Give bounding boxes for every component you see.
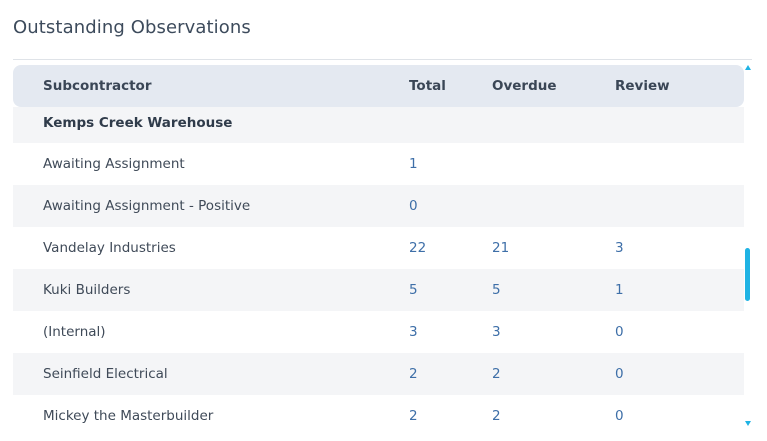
- table-row[interactable]: Kuki Builders 5 5 1: [13, 269, 744, 311]
- table-header: Subcontractor Total Overdue Review: [13, 65, 744, 107]
- overdue-count[interactable]: 5: [492, 282, 501, 298]
- table-row[interactable]: Mickey the Masterbuilder 2 2 0: [13, 395, 744, 437]
- total-count[interactable]: 5: [409, 282, 418, 298]
- table-row[interactable]: Seinfield Electrical 2 2 0: [13, 353, 744, 395]
- panel-title: Outstanding Observations: [13, 17, 251, 38]
- overdue-count[interactable]: 21: [492, 240, 510, 256]
- table-row[interactable]: (Internal) 3 3 0: [13, 311, 744, 353]
- table-scrollbar[interactable]: [744, 65, 752, 426]
- total-count[interactable]: 3: [409, 324, 418, 340]
- scroll-up-arrow-icon[interactable]: [745, 65, 751, 70]
- group-row: Kemps Creek Warehouse: [13, 107, 744, 149]
- overdue-count[interactable]: 3: [492, 324, 501, 340]
- column-header-review[interactable]: Review: [615, 78, 670, 94]
- column-header-total[interactable]: Total: [409, 78, 446, 94]
- table-row[interactable]: Awaiting Assignment - Positive 0: [13, 185, 744, 227]
- column-header-subcontractor[interactable]: Subcontractor: [43, 78, 152, 94]
- total-count[interactable]: 2: [409, 408, 418, 424]
- table-row[interactable]: Vandelay Industries 22 21 3: [13, 227, 744, 269]
- total-count[interactable]: 0: [409, 198, 418, 214]
- total-count[interactable]: 2: [409, 366, 418, 382]
- review-count[interactable]: 3: [615, 240, 624, 256]
- observations-table: Subcontractor Total Overdue Review Kemps…: [13, 65, 744, 441]
- overdue-count[interactable]: 2: [492, 408, 501, 424]
- overdue-count[interactable]: 2: [492, 366, 501, 382]
- group-name: Kemps Creek Warehouse: [43, 115, 233, 131]
- subcontractor-name: Awaiting Assignment - Positive: [43, 198, 251, 214]
- subcontractor-name: Awaiting Assignment: [43, 156, 185, 172]
- scrollbar-thumb[interactable]: [745, 248, 750, 301]
- subcontractor-name: Kuki Builders: [43, 282, 131, 298]
- review-count[interactable]: 0: [615, 324, 624, 340]
- table-row[interactable]: Awaiting Assignment 1: [13, 143, 744, 185]
- subcontractor-name: Mickey the Masterbuilder: [43, 408, 214, 424]
- scroll-down-arrow-icon[interactable]: [745, 421, 751, 426]
- total-count[interactable]: 1: [409, 156, 418, 172]
- subcontractor-name: (Internal): [43, 324, 106, 340]
- review-count[interactable]: 0: [615, 408, 624, 424]
- subcontractor-name: Seinfield Electrical: [43, 366, 168, 382]
- column-header-overdue[interactable]: Overdue: [492, 78, 557, 94]
- total-count[interactable]: 22: [409, 240, 427, 256]
- title-divider: [13, 59, 752, 60]
- review-count[interactable]: 1: [615, 282, 624, 298]
- review-count[interactable]: 0: [615, 366, 624, 382]
- subcontractor-name: Vandelay Industries: [43, 240, 176, 256]
